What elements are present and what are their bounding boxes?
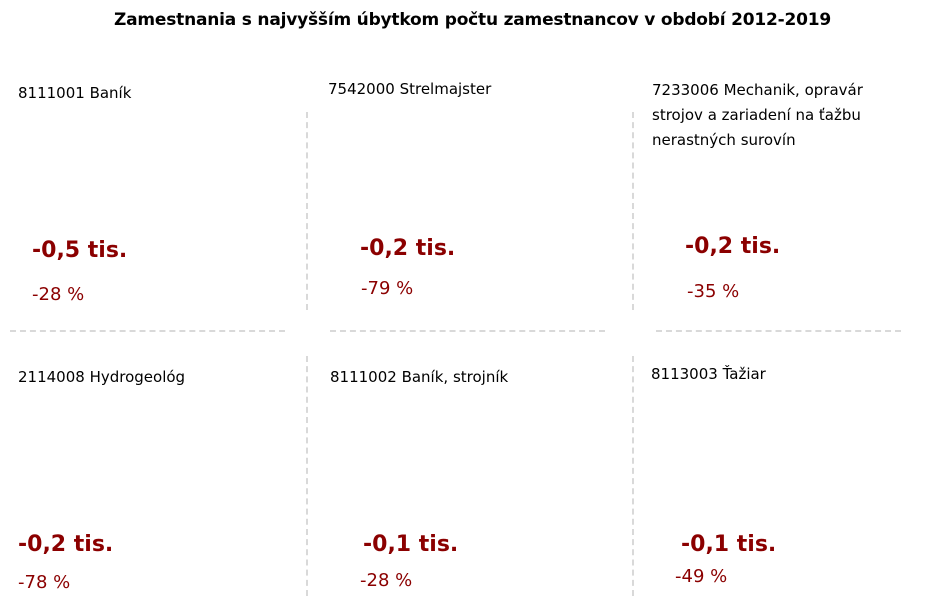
occupation-label: 2114008 Hydrogeológ (18, 368, 186, 386)
employee-change-value: -0,2 tis. (360, 236, 456, 261)
vertical-separator (306, 356, 308, 596)
employee-change-percent: -49 % (675, 566, 728, 587)
horizontal-separator (10, 330, 285, 332)
employee-change-percent: -28 % (32, 284, 85, 305)
employee-change-value: -0,1 tis. (681, 532, 777, 557)
employee-change-value: -0,5 tis. (32, 238, 128, 263)
employee-change-percent: -28 % (360, 570, 413, 591)
occupation-label: 8111001 Baník (18, 84, 132, 102)
vertical-separator (632, 356, 634, 596)
occupation-label: 8111002 Baník, strojník (330, 368, 509, 386)
horizontal-separator (656, 330, 901, 332)
occupation-label: 7233006 Mechanik, opravár strojov a zari… (652, 81, 863, 149)
employee-change-value: -0,2 tis. (685, 234, 781, 259)
employee-change-percent: -79 % (361, 278, 414, 299)
horizontal-separator (330, 330, 605, 332)
employee-change-percent: -35 % (687, 281, 740, 302)
employee-change-value: -0,1 tis. (363, 532, 459, 557)
occupation-label: 7542000 Strelmajster (328, 80, 492, 98)
employee-change-value: -0,2 tis. (18, 532, 114, 557)
vertical-separator (632, 112, 634, 310)
employee-change-percent: -78 % (18, 572, 71, 593)
occupation-label: 8113003 Ťažiar (651, 365, 766, 383)
page-title: Zamestnania s najvyšším úbytkom počtu za… (114, 10, 831, 30)
vertical-separator (306, 112, 308, 310)
